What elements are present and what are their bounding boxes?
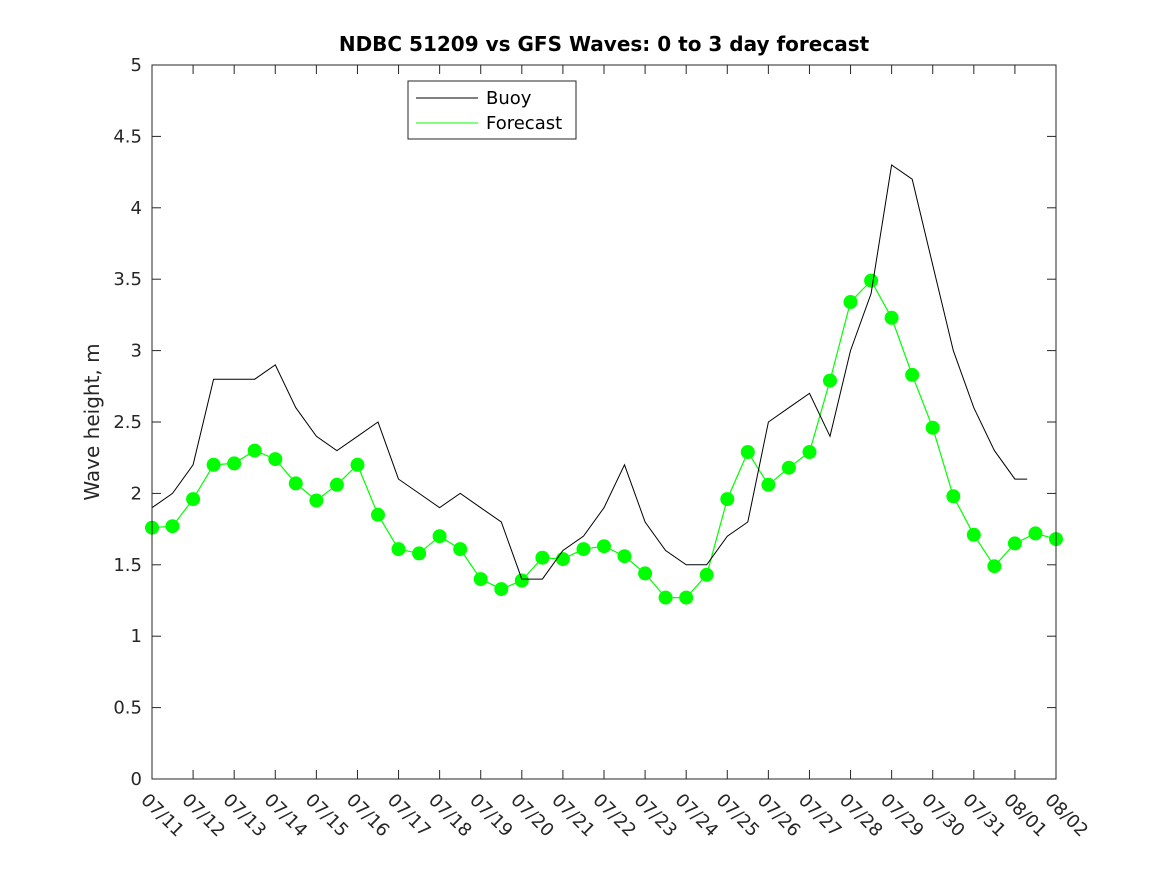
legend-label-forecast: Forecast	[486, 113, 562, 134]
forecast-point	[864, 273, 879, 288]
x-tick-label: 07/21	[547, 790, 599, 842]
forecast-point	[802, 445, 817, 459]
forecast-point	[946, 489, 961, 504]
y-tick-label: 4	[131, 198, 142, 219]
buoy-series-group	[151, 164, 1028, 580]
x-tick-label: 07/26	[753, 790, 805, 842]
x-tick-label: 07/17	[383, 790, 435, 842]
x-tick-label: 07/12	[178, 790, 230, 842]
x-tick-label: 07/14	[260, 790, 312, 842]
forecast-point	[412, 546, 427, 561]
y-tick-label: 2.5	[113, 412, 142, 433]
y-tick-label: 0	[131, 769, 142, 790]
x-tick-label: 07/29	[876, 790, 928, 842]
x-tick-label: 07/18	[424, 790, 476, 842]
forecast-point	[165, 519, 180, 534]
legend-label-buoy: Buoy	[486, 88, 532, 109]
x-tick-label: 08/01	[999, 790, 1051, 842]
x-tick-label: 07/28	[835, 790, 887, 842]
forecast-point	[884, 310, 899, 325]
legend-box	[407, 80, 577, 140]
forecast-point	[227, 456, 242, 471]
forecast-point	[740, 445, 755, 459]
x-tick-label: 07/23	[630, 790, 682, 842]
forecast-point	[247, 443, 262, 458]
forecast-point	[843, 295, 858, 309]
forecast-point	[905, 367, 920, 382]
forecast-point	[371, 507, 385, 522]
chart-title: NDBC 51209 vs GFS Waves: 0 to 3 day fore…	[339, 32, 870, 56]
x-tick-label: 07/24	[671, 790, 723, 842]
forecast-point	[206, 457, 221, 472]
x-tick-label: 07/31	[958, 790, 1010, 842]
forecast-point	[350, 457, 365, 472]
forecast-point	[699, 567, 714, 582]
y-tick-label: 3.5	[113, 269, 142, 290]
x-tick-label: 07/11	[136, 790, 188, 842]
forecast-point	[987, 559, 1002, 574]
y-tick-label: 4.5	[113, 126, 142, 147]
y-tick-label: 2	[131, 483, 142, 504]
forecast-point	[658, 590, 673, 605]
forecast-point	[391, 542, 406, 557]
x-tick-label: 07/27	[794, 790, 846, 842]
forecast-point	[638, 566, 653, 581]
forecast-point	[309, 493, 324, 508]
forecast-point	[761, 477, 776, 492]
buoy-line	[151, 164, 1028, 580]
legend: Buoy Forecast	[407, 80, 577, 140]
forecast-point	[617, 549, 632, 564]
forecast-point	[268, 452, 283, 467]
forecast-point	[1028, 526, 1043, 541]
forecast-point	[186, 492, 201, 507]
plot-frame	[151, 64, 1057, 780]
forecast-point	[473, 572, 488, 587]
forecast-point	[453, 542, 468, 557]
y-tick-label: 3	[131, 341, 142, 362]
x-tick-label: 07/13	[219, 790, 271, 842]
forecast-point	[514, 573, 529, 588]
y-tick-label: 1.5	[113, 555, 142, 576]
forecast-point	[720, 492, 735, 507]
forecast-point	[535, 550, 550, 565]
x-tick-label: 07/25	[712, 790, 764, 842]
forecast-point	[597, 539, 611, 554]
forecast-point	[1007, 536, 1022, 551]
forecast-point	[288, 476, 303, 491]
forecast-point	[925, 420, 940, 435]
y-tick-label: 5	[131, 55, 142, 76]
y-tick-label: 0.5	[113, 698, 142, 719]
y-axis-label: Wave height, m	[80, 343, 104, 500]
forecast-point	[823, 373, 837, 388]
x-tick-label: 07/20	[506, 790, 558, 842]
forecast-point	[494, 582, 509, 597]
forecast-point	[329, 477, 344, 492]
forecast-point	[966, 527, 981, 542]
x-tick-label: 07/22	[588, 790, 640, 842]
x-tick-label: 07/19	[465, 790, 517, 842]
x-tick-label: 07/15	[301, 790, 353, 842]
x-tick-label: 08/02	[1040, 790, 1092, 842]
forecast-point	[781, 460, 796, 475]
forecast-point	[679, 590, 694, 605]
forecast-point	[432, 529, 447, 544]
x-tick-label: 07/30	[917, 790, 969, 842]
plot-area	[152, 65, 1056, 779]
forecast-point	[555, 552, 570, 567]
x-tick-label: 07/16	[342, 790, 394, 842]
y-tick-label: 1	[131, 626, 142, 647]
forecast-point	[576, 542, 591, 557]
